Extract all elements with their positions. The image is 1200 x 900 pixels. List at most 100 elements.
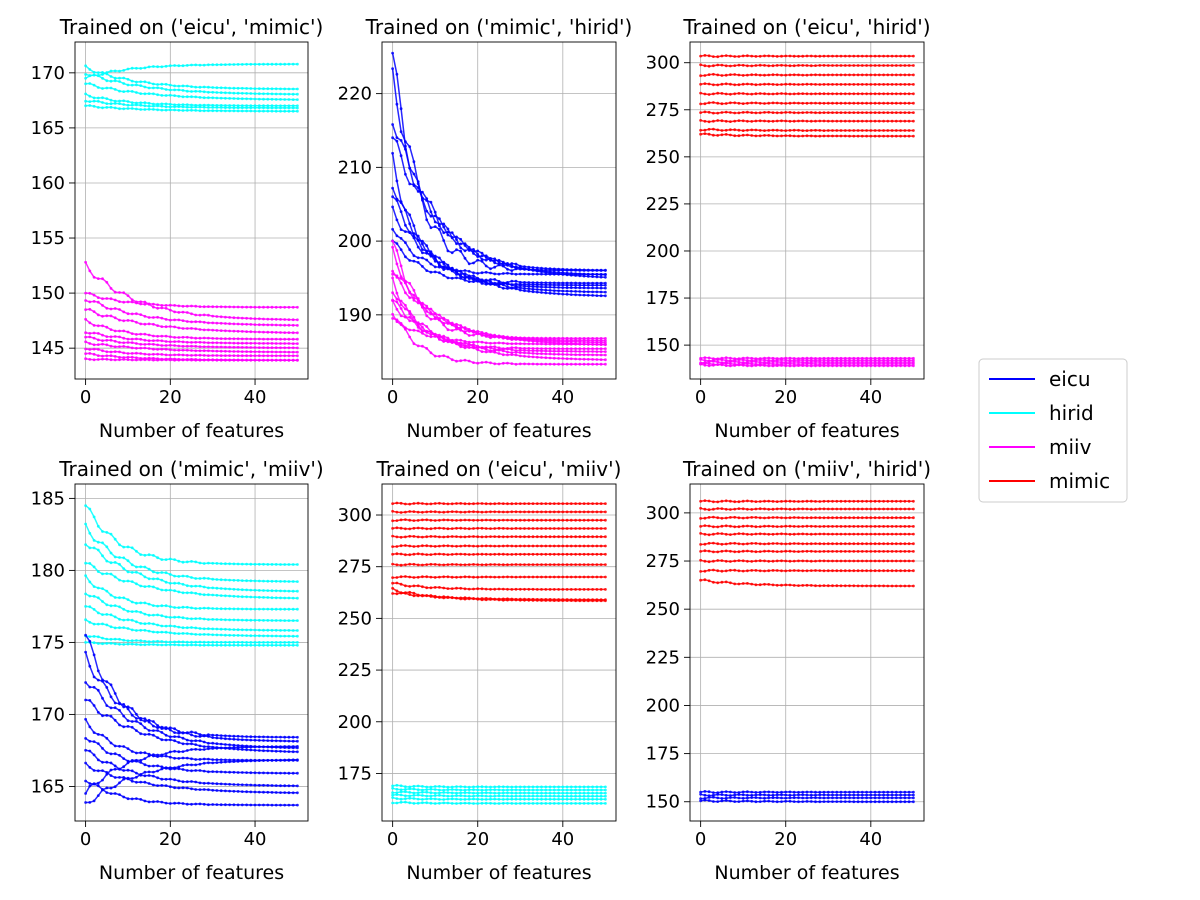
data-point-mimic (703, 92, 707, 96)
data-point-miiv (96, 324, 100, 328)
data-point-mimic (425, 518, 429, 522)
data-point-hirid (168, 83, 172, 87)
data-point-hirid (455, 794, 458, 798)
data-point-hirid (105, 589, 109, 593)
data-point-hirid (219, 607, 223, 611)
data-point-eicu (421, 256, 424, 260)
series-line-miiv (391, 313, 606, 366)
data-point-hirid (185, 103, 189, 107)
data-point-eicu (160, 765, 164, 769)
data-point-hirid (105, 79, 109, 83)
data-point-miiv (130, 355, 134, 359)
data-point-eicu (557, 281, 560, 285)
y-tick-label: 165 (31, 118, 65, 139)
data-point-mimic (835, 129, 839, 132)
data-point-mimic (540, 588, 543, 591)
data-point-mimic (780, 54, 783, 58)
data-point-hirid (84, 543, 87, 546)
data-point-hirid (122, 545, 126, 549)
data-point-mimic (535, 535, 539, 539)
data-point-mimic (754, 111, 758, 115)
data-point-mimic (860, 92, 864, 96)
data-point-hirid (467, 788, 471, 792)
data-point-hirid (228, 578, 232, 582)
data-point-hirid (270, 641, 274, 644)
data-point-eicu (109, 706, 113, 710)
data-point-mimic (869, 101, 873, 105)
data-point-miiv (228, 329, 232, 333)
data-point-hirid (890, 364, 894, 368)
data-point-hirid (173, 632, 177, 635)
data-point-hirid (283, 87, 287, 91)
data-point-eicu (291, 735, 295, 739)
data-point-eicu (296, 739, 299, 743)
data-point-eicu (604, 275, 607, 279)
data-point-miiv (287, 358, 291, 362)
data-point-hirid (236, 595, 240, 598)
data-point-miiv (168, 335, 172, 339)
data-point-mimic (741, 63, 745, 67)
data-point-hirid (291, 563, 295, 566)
data-point-mimic (797, 54, 800, 58)
data-point-eicu (156, 769, 160, 773)
data-point-hirid (135, 582, 138, 586)
data-point-eicu (245, 738, 249, 742)
data-point-miiv (446, 355, 450, 359)
data-point-miiv (147, 339, 151, 343)
data-point-hirid (746, 362, 749, 365)
data-point-eicu (181, 780, 185, 784)
data-point-hirid (472, 802, 475, 805)
data-point-eicu (438, 217, 441, 221)
data-point-miiv (279, 342, 282, 345)
data-point-mimic (724, 499, 728, 503)
data-point-eicu (84, 698, 87, 702)
data-point-eicu (88, 664, 92, 668)
data-point-hirid (480, 788, 484, 792)
data-point-miiv (240, 330, 244, 333)
data-point-hirid (207, 618, 210, 621)
data-point-hirid (531, 791, 535, 795)
data-point-eicu (266, 784, 270, 787)
data-point-eicu (224, 789, 227, 793)
data-point-mimic (501, 552, 505, 556)
data-point-eicu (92, 704, 96, 707)
data-point-mimic (578, 502, 582, 505)
data-point-mimic (780, 92, 783, 95)
data-point-mimic (595, 598, 599, 601)
data-point-miiv (531, 347, 535, 350)
data-point-miiv (565, 349, 569, 353)
data-point-eicu (84, 792, 87, 795)
data-point-mimic (595, 544, 599, 548)
data-point-hirid (135, 620, 138, 624)
data-point-hirid (489, 797, 492, 801)
data-point-hirid (135, 570, 138, 574)
data-point-hirid (118, 605, 121, 609)
data-point-miiv (168, 303, 172, 307)
data-point-eicu (143, 757, 147, 760)
data-point-eicu (84, 801, 87, 804)
data-point-eicu (156, 776, 160, 780)
data-point-hirid (412, 784, 416, 788)
data-point-mimic (450, 518, 454, 522)
data-point-hirid (190, 591, 193, 595)
data-point-hirid (122, 579, 126, 583)
data-point-hirid (848, 364, 851, 368)
y-tick-label: 200 (338, 231, 372, 252)
data-point-mimic (544, 544, 548, 548)
data-point-eicu (291, 791, 295, 795)
data-point-mimic (591, 518, 594, 522)
data-point-hirid (408, 791, 412, 794)
data-point-mimic (540, 527, 543, 530)
data-point-miiv (595, 353, 599, 357)
data-point-mimic (484, 544, 488, 548)
data-point-eicu (219, 746, 223, 750)
data-point-miiv (143, 302, 147, 306)
data-point-hirid (207, 593, 210, 597)
data-point-eicu (122, 725, 126, 729)
data-point-miiv (287, 318, 291, 321)
data-point-hirid (523, 794, 526, 798)
data-point-eicu (240, 790, 244, 793)
data-point-hirid (391, 784, 394, 788)
data-point-hirid (291, 104, 295, 108)
